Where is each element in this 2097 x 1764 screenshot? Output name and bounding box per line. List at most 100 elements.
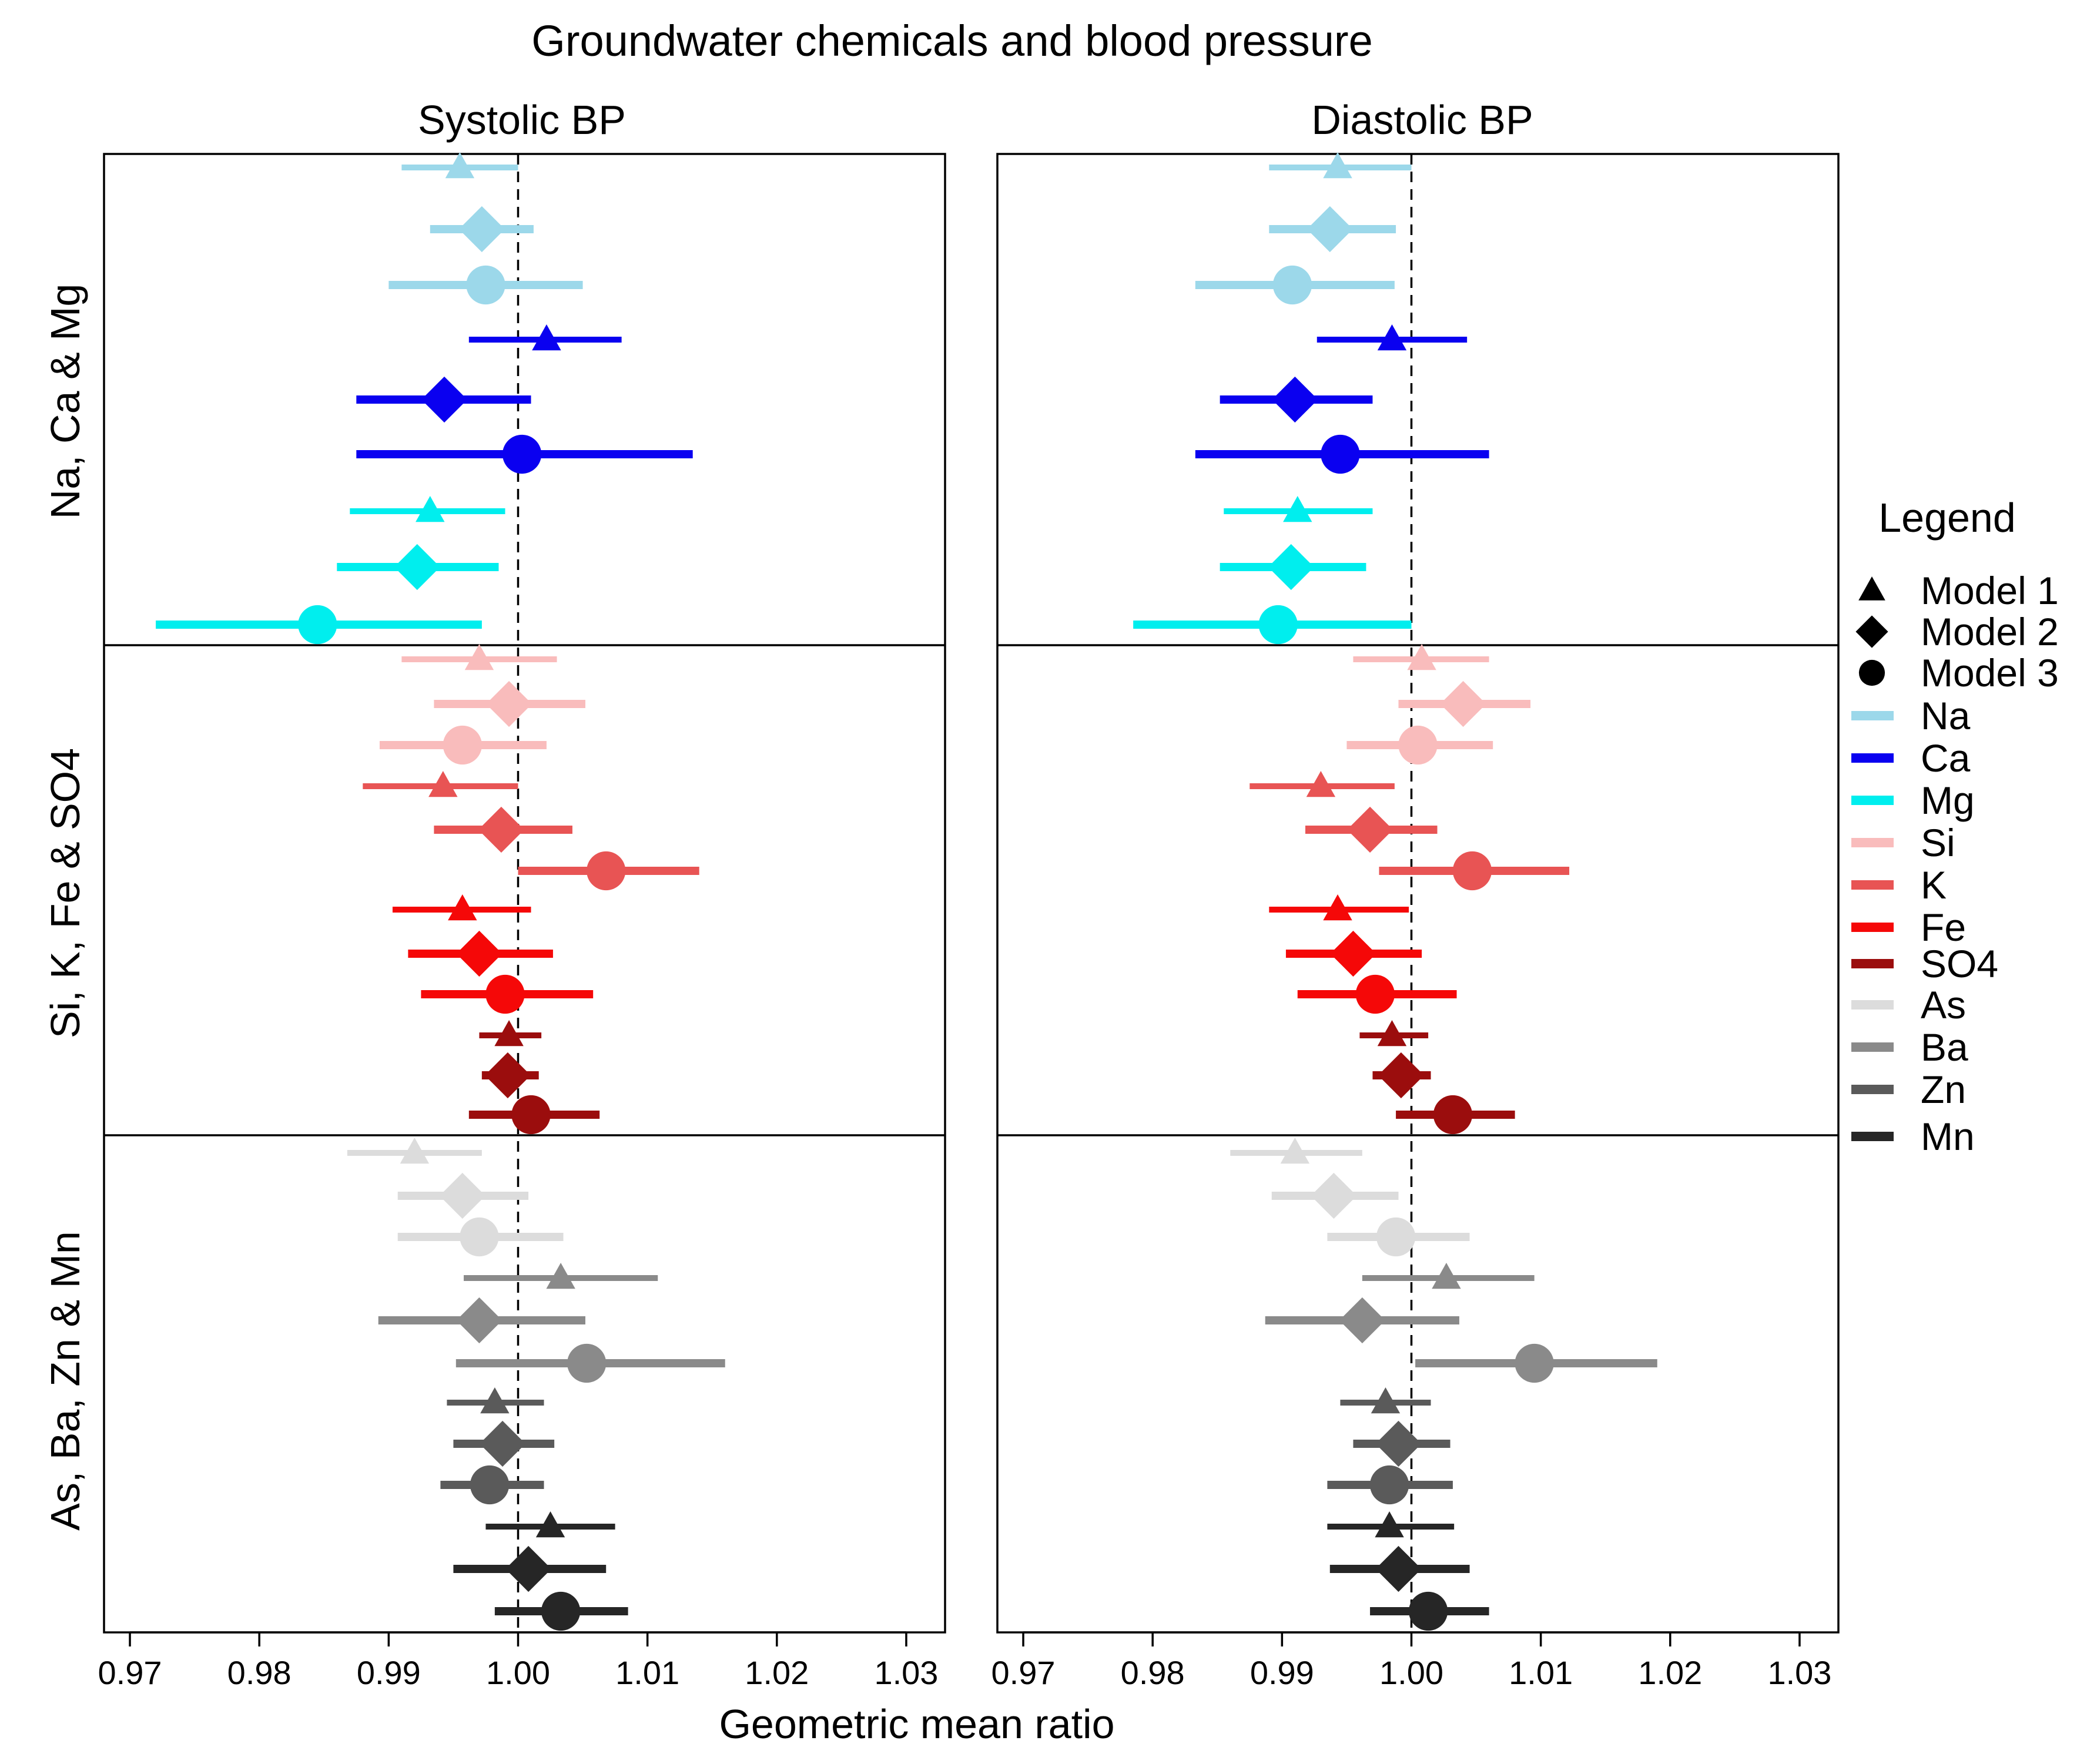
point-ba-model2 (456, 1297, 503, 1344)
x-tick-label: 1.03 (1767, 1654, 1831, 1691)
legend-label-na: Na (1921, 694, 1971, 737)
point-so4-model3 (1433, 1095, 1473, 1135)
legend-label-ca: Ca (1921, 736, 1971, 780)
legend-label-fe: Fe (1921, 906, 1966, 949)
legend-item-ca: Ca (1851, 736, 1971, 780)
panel-frame (996, 153, 1840, 1634)
point-as-model2 (439, 1172, 485, 1219)
legend-item-mg: Mg (1851, 779, 1975, 822)
x-tick-label: 1.00 (1379, 1654, 1443, 1691)
legend-label-mn: Mn (1921, 1115, 1975, 1158)
x-tick-label: 0.97 (991, 1654, 1056, 1691)
point-ca-model1 (1377, 324, 1407, 351)
point-ba-model1 (1432, 1263, 1461, 1289)
plot-panels: 0.97 0.98 0.99 1.00 1.01 1.02 1.03 0.97 0.98 0.99… (98, 152, 1840, 1691)
x-tick-label: 1.01 (615, 1654, 679, 1691)
point-ca-model3 (502, 434, 542, 474)
point-so4-model2 (484, 1052, 531, 1099)
legend-label-ba: Ba (1921, 1025, 1968, 1069)
x-tick-label: 1.00 (486, 1654, 550, 1691)
point-na-model2 (1307, 206, 1353, 253)
point-k-model3 (587, 851, 626, 891)
panel-title-diastolic: Diastolic BP (1311, 97, 1533, 143)
point-mg-model1 (416, 496, 445, 522)
legend-label-so4: SO4 (1921, 942, 1998, 985)
legend-label-model-1: Model 1 (1921, 569, 2059, 612)
point-as-model2 (1311, 1172, 1357, 1219)
legend-item-na: Na (1851, 694, 1971, 737)
point-so4-model1 (1377, 1020, 1407, 1047)
point-si-model1 (1407, 644, 1436, 670)
x-tick-label: 0.98 (1121, 1654, 1185, 1691)
point-ca-model1 (532, 324, 561, 351)
point-si-model2 (1440, 680, 1486, 727)
legend-item-mn: Mn (1851, 1115, 1975, 1158)
x-tick-label: 0.99 (1250, 1654, 1314, 1691)
point-ba-model1 (546, 1263, 575, 1289)
point-so4-model3 (511, 1095, 551, 1135)
point-mn-model2 (505, 1545, 552, 1592)
point-zn-model3 (1369, 1465, 1409, 1505)
legend-item-zn: Zn (1851, 1068, 1966, 1111)
point-na-model3 (1272, 265, 1312, 305)
circle-icon (1858, 659, 1885, 686)
point-mg-model1 (1283, 496, 1312, 522)
point-fe-model1 (1323, 894, 1352, 921)
point-as-model3 (460, 1217, 499, 1257)
chart-title: Groundwater chemicals and blood pressure (531, 16, 1372, 65)
panel-diastolic: 0.97 0.98 0.99 1.00 1.01 1.02 1.03 (991, 152, 1840, 1691)
legend-item-model-1: Model 1 (1858, 569, 2059, 612)
point-mn-model1 (535, 1511, 565, 1538)
legend-item-model-2: Model 2 (1855, 610, 2059, 653)
legend-label-model-3: Model 3 (1921, 651, 2059, 695)
point-k-model2 (478, 806, 524, 853)
point-mn-model2 (1375, 1545, 1422, 1592)
legend-item-si: Si (1851, 821, 1955, 864)
point-mn-model1 (1375, 1511, 1404, 1538)
point-so4-model1 (494, 1020, 524, 1047)
panel-systolic: 0.97 0.98 0.99 1.00 1.01 1.02 1.03 (98, 152, 946, 1691)
point-zn-model2 (479, 1420, 526, 1467)
diamond-icon (1855, 615, 1888, 648)
point-si-model2 (485, 680, 532, 727)
legend-label-model-2: Model 2 (1921, 610, 2059, 653)
point-ca-model3 (1321, 434, 1360, 474)
point-ba-model2 (1339, 1297, 1385, 1344)
x-tick-label: 0.98 (227, 1654, 292, 1691)
point-ba-model3 (1515, 1343, 1554, 1383)
x-axis-label: Geometric mean ratio (719, 1701, 1114, 1747)
point-ba-model3 (567, 1343, 607, 1383)
x-tick-label: 1.03 (874, 1654, 938, 1691)
point-fe-model1 (448, 894, 477, 921)
x-tick-label: 1.01 (1509, 1654, 1573, 1691)
point-k-model1 (428, 771, 458, 797)
point-fe-model3 (485, 974, 525, 1014)
x-tick-label: 1.02 (1638, 1654, 1702, 1691)
point-k-model3 (1452, 851, 1492, 891)
point-ca-model2 (421, 376, 468, 423)
point-si-model3 (443, 725, 482, 765)
panel-frame (103, 153, 946, 1634)
x-tick-label: 0.99 (357, 1654, 421, 1691)
point-fe-model2 (1330, 930, 1376, 977)
point-so4-model2 (1378, 1052, 1424, 1099)
point-mg-model2 (1268, 544, 1314, 591)
x-tick-label: 1.02 (745, 1654, 809, 1691)
legend-item-model-3: Model 3 (1858, 651, 2059, 695)
point-k-model2 (1346, 806, 1393, 853)
legend-item-ba: Ba (1851, 1025, 1968, 1069)
group-label-3: As, Ba, Zn & Mn (42, 1231, 88, 1531)
legend-item-fe: Fe (1851, 906, 1966, 949)
group-label-1: Na, Ca & Mg (42, 284, 88, 519)
point-na-model1 (445, 152, 475, 179)
x-tick-label: 0.97 (98, 1654, 162, 1691)
point-as-model1 (400, 1138, 430, 1164)
legend-item-as: As (1851, 983, 1966, 1027)
point-mg-model3 (298, 605, 337, 645)
legend-title: Legend (1878, 495, 2016, 541)
legend-label-mg: Mg (1921, 779, 1975, 822)
point-si-model1 (464, 644, 494, 670)
point-mn-model3 (1408, 1591, 1448, 1631)
